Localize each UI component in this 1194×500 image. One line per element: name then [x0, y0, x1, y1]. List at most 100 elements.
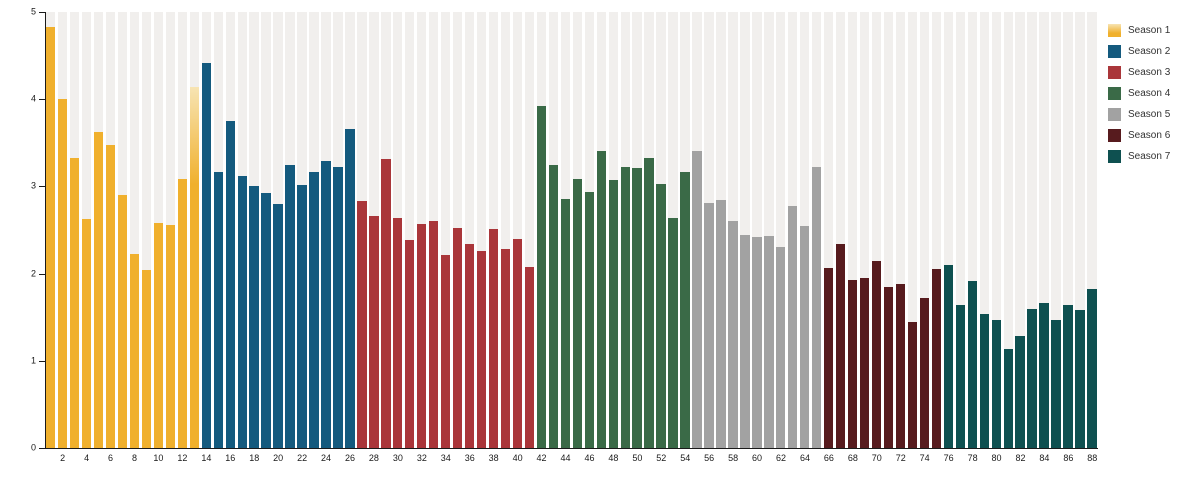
x-tick-label: 26	[344, 453, 356, 463]
bar-episode-12[interactable]	[177, 178, 188, 448]
bar-episode-77[interactable]	[955, 305, 965, 448]
bar-episode-52[interactable]	[656, 183, 666, 448]
bar-episode-24[interactable]	[321, 161, 331, 448]
bar-episode-8[interactable]	[129, 254, 140, 448]
bar-episode-29[interactable]	[381, 158, 391, 448]
bar-episode-16[interactable]	[225, 121, 235, 448]
bar-episode-76[interactable]	[943, 264, 954, 448]
bar-episode-50[interactable]	[632, 168, 642, 448]
bar-episode-19[interactable]	[261, 192, 271, 448]
bar-episode-11[interactable]	[165, 224, 176, 448]
bar-episode-84[interactable]	[1039, 303, 1049, 448]
bar-episode-55[interactable]	[692, 150, 702, 448]
bar-episode-28[interactable]	[369, 216, 379, 448]
bar-episode-41[interactable]	[524, 266, 535, 448]
bar-episode-64[interactable]	[800, 225, 810, 448]
bar-episode-74[interactable]	[919, 298, 930, 448]
bar-episode-88[interactable]	[1087, 289, 1097, 448]
bar-episode-46[interactable]	[584, 191, 594, 448]
bar-episode-26[interactable]	[345, 128, 355, 448]
legend-item-season-2[interactable]: Season 2	[1108, 45, 1170, 58]
bar-episode-13[interactable]	[189, 87, 199, 448]
bar-episode-9[interactable]	[141, 270, 152, 448]
bar-episode-20[interactable]	[273, 203, 283, 448]
bar-episode-69[interactable]	[859, 277, 870, 448]
bar-episode-60[interactable]	[752, 236, 762, 448]
bar-episode-62[interactable]	[776, 247, 786, 448]
legend-item-season-4[interactable]: Season 4	[1108, 87, 1170, 100]
bar-episode-36[interactable]	[464, 243, 475, 448]
bar-episode-7[interactable]	[117, 195, 128, 448]
bar-episode-47[interactable]	[596, 150, 606, 448]
bar-episode-31[interactable]	[405, 239, 415, 448]
bar-episode-14[interactable]	[201, 62, 211, 448]
bar-episode-22[interactable]	[297, 184, 307, 448]
bar-episode-18[interactable]	[249, 186, 259, 448]
x-tick-label: 88	[1087, 453, 1098, 463]
bar-episode-61[interactable]	[764, 236, 774, 448]
legend-item-season-5[interactable]: Season 5	[1108, 108, 1170, 121]
bar-episode-59[interactable]	[740, 235, 750, 448]
bar-episode-63[interactable]	[788, 206, 798, 448]
bar-episode-81[interactable]	[1003, 349, 1013, 448]
bar-episode-1[interactable]	[46, 26, 56, 448]
bar-episode-10[interactable]	[153, 223, 164, 448]
bar-episode-53[interactable]	[668, 217, 678, 448]
bar-episode-71[interactable]	[883, 286, 894, 448]
bar-episode-43[interactable]	[548, 164, 559, 448]
bar-episode-17[interactable]	[237, 175, 247, 448]
bar-episode-82[interactable]	[1015, 335, 1025, 448]
bar-episode-65[interactable]	[812, 167, 822, 448]
bar-episode-37[interactable]	[476, 250, 487, 448]
bar-episode-38[interactable]	[488, 229, 499, 448]
column-stripe	[1051, 12, 1061, 448]
legend-item-season-3[interactable]: Season 3	[1108, 66, 1170, 79]
bar-episode-49[interactable]	[620, 167, 630, 448]
bar-episode-6[interactable]	[105, 144, 116, 448]
bar-episode-80[interactable]	[991, 319, 1001, 448]
bar-episode-68[interactable]	[847, 279, 858, 448]
bar-episode-51[interactable]	[644, 157, 654, 448]
bar-episode-15[interactable]	[213, 171, 223, 448]
bar-episode-54[interactable]	[680, 171, 690, 448]
bar-episode-83[interactable]	[1027, 309, 1037, 448]
bar-episode-35[interactable]	[452, 228, 463, 448]
legend-item-season-1[interactable]: Season 1	[1108, 24, 1170, 37]
legend-item-season-6[interactable]: Season 6	[1108, 129, 1170, 142]
bar-episode-23[interactable]	[309, 171, 319, 448]
bar-episode-85[interactable]	[1051, 319, 1061, 448]
bar-episode-44[interactable]	[560, 198, 571, 448]
bar-episode-75[interactable]	[931, 269, 942, 448]
bar-episode-73[interactable]	[907, 321, 918, 448]
bar-episode-34[interactable]	[440, 255, 451, 448]
bar-episode-56[interactable]	[704, 202, 714, 448]
bar-episode-5[interactable]	[93, 132, 104, 448]
bar-episode-66[interactable]	[823, 267, 834, 448]
column-stripe	[429, 12, 439, 448]
bar-episode-70[interactable]	[871, 261, 882, 448]
x-tick-label: 50	[632, 453, 643, 463]
bar-episode-67[interactable]	[835, 243, 846, 448]
bar-episode-86[interactable]	[1063, 305, 1073, 448]
bar-episode-32[interactable]	[417, 223, 427, 448]
bar-episode-42[interactable]	[536, 106, 547, 448]
bar-episode-58[interactable]	[728, 221, 738, 448]
bar-episode-21[interactable]	[285, 164, 295, 448]
bar-episode-25[interactable]	[333, 167, 343, 448]
bar-episode-30[interactable]	[393, 217, 403, 448]
legend-item-season-7[interactable]: Season 7	[1108, 150, 1170, 163]
bar-episode-45[interactable]	[572, 179, 582, 448]
bar-episode-27[interactable]	[357, 201, 367, 448]
bar-episode-72[interactable]	[895, 284, 906, 448]
bar-episode-87[interactable]	[1075, 310, 1085, 448]
bar-episode-40[interactable]	[512, 238, 523, 448]
bar-episode-48[interactable]	[608, 180, 618, 448]
bar-episode-79[interactable]	[979, 313, 989, 448]
bar-episode-2[interactable]	[57, 99, 68, 448]
bar-episode-33[interactable]	[429, 221, 439, 448]
bar-episode-78[interactable]	[967, 281, 977, 448]
bar-episode-3[interactable]	[69, 157, 80, 448]
bar-episode-39[interactable]	[500, 249, 511, 448]
bar-episode-4[interactable]	[81, 218, 92, 448]
bar-episode-57[interactable]	[716, 200, 726, 448]
